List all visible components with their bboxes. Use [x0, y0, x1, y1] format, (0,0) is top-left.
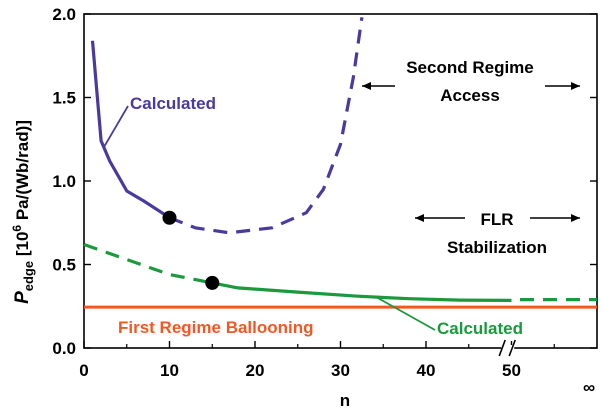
tick-layer: 0 10 20 30 40 50 ∞ 0.0 0.5 1.0 1.5 2.0 — [52, 5, 597, 397]
x-tick-label: 0 — [79, 361, 88, 380]
x-tick-label: 20 — [246, 361, 265, 380]
annotation-second-regime-line2: Access — [440, 86, 500, 105]
data-point-marker — [205, 275, 220, 290]
second-regime-arrow-right-head — [571, 82, 580, 90]
y-axis-title-rest2: Pa/(Wb/rad)] — [13, 120, 32, 225]
x-tick-label: 10 — [160, 361, 179, 380]
annotation-flr-line2: Stabilization — [447, 238, 547, 257]
axis-break-mark — [508, 339, 516, 357]
data-point-marker — [162, 210, 177, 225]
x-tick-label: 50 — [502, 361, 521, 380]
annotation-calculated-purple: Calculated — [130, 94, 216, 113]
x-infinity-label: ∞ — [583, 378, 595, 397]
annotation-flr-line1: FLR — [480, 210, 513, 229]
y-tick-label: 1.0 — [52, 172, 76, 191]
leader-line-green — [374, 295, 436, 331]
flr-arrow-left-head — [415, 214, 424, 222]
y-tick-label: 0.0 — [52, 339, 76, 358]
annotation-layer — [362, 82, 580, 222]
series-line-purple-solid — [90, 40, 171, 220]
leader-line-purple — [102, 105, 129, 149]
flr-arrow-right-head — [571, 214, 580, 222]
y-tick-label: 0.5 — [52, 256, 76, 275]
series-line-purple-dashed — [168, 17, 364, 235]
axis-break-mark — [498, 339, 506, 357]
y-axis-title-rest1: [10 — [13, 232, 32, 261]
annotation-second-regime-line1: Second Regime — [406, 58, 534, 77]
y-tick-label: 2.0 — [52, 5, 76, 24]
series-layer — [83, 17, 597, 331]
y-axis-title-sub: edge — [21, 261, 36, 291]
y-axis-title-main: P — [12, 291, 33, 304]
marker-layer — [162, 210, 220, 290]
x-axis-title: n — [340, 391, 350, 410]
series-line-green-dashed — [83, 242, 213, 285]
series-line-green-solid — [211, 281, 512, 302]
second-regime-arrow-left-head — [362, 82, 371, 90]
y-axis-title-sup: 6 — [10, 225, 24, 232]
axis-break-gap — [501, 345, 515, 351]
x-tick-label: 40 — [417, 361, 436, 380]
y-axis-title: Pedge [106 Pa/(Wb/rad)] — [10, 120, 36, 304]
x-tick-label: 30 — [331, 361, 350, 380]
y-tick-label: 1.5 — [52, 89, 76, 108]
annotation-first-regime: First Regime Ballooning — [118, 318, 314, 337]
annotation-calculated-green: Calculated — [437, 319, 523, 338]
